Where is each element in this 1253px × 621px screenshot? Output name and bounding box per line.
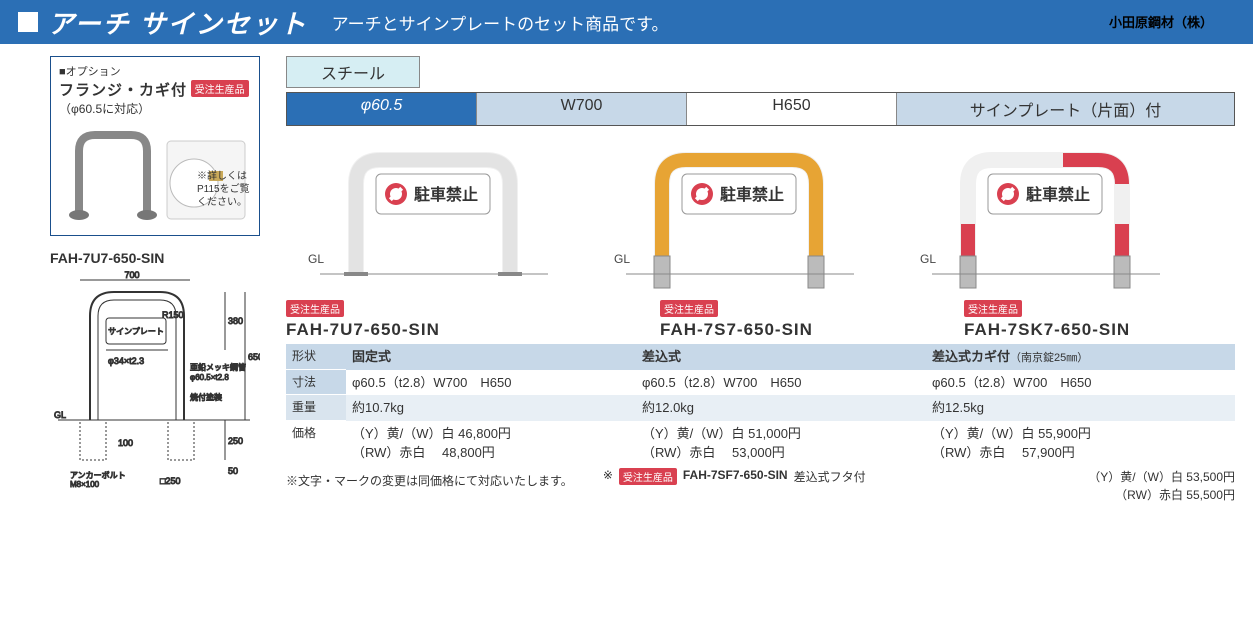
- th-price: 価格: [286, 421, 346, 466]
- spec-plate: サインプレート（片面）付: [897, 93, 1234, 125]
- cell-shape: 差込式カギ付（南京錠25㎜）: [932, 347, 1222, 367]
- spec-width: W700: [477, 93, 687, 125]
- cell-price: （Y）黄/（W）白 46,800円（RW）赤白 48,800円: [352, 424, 642, 463]
- extra-note: ※ 受注生産品 FAH-7SF7-650-SIN 差込式フタ付 （Y）黄/（W）…: [603, 468, 1235, 504]
- made-to-order-badge: 受注生産品: [286, 300, 344, 317]
- option-title: フランジ・カギ付: [59, 79, 187, 100]
- th-dim: 寸法: [286, 370, 346, 396]
- product-header: 受注生産品 FAH-7SK7-650-SIN: [894, 300, 1198, 340]
- dim-w: 700: [124, 270, 139, 280]
- dim-base: □250: [160, 476, 180, 486]
- extra-name: FAH-7SF7-650-SIN: [683, 468, 788, 482]
- product-images: 駐車禁止 GL 駐車禁止 GL 駐車禁止 GL: [286, 134, 1235, 294]
- gl-label: GL: [54, 410, 66, 420]
- product-name: FAH-7U7-650-SIN: [286, 320, 590, 340]
- drawing-title: FAH-7U7-650-SIN: [50, 250, 260, 266]
- cell-dim: φ60.5（t2.8）W700 H650: [642, 373, 932, 393]
- extra-price2: （RW）赤白 55,500円: [1115, 488, 1235, 502]
- page-subtitle: アーチとサインプレートのセット商品です。: [332, 10, 669, 35]
- material-tab: スチール: [286, 56, 420, 88]
- cell-weight: 約12.5kg: [932, 398, 1222, 418]
- made-to-order-badge: 受注生産品: [660, 300, 718, 317]
- gl-label: GL: [920, 252, 936, 266]
- product-header: 受注生産品 FAH-7U7-650-SIN: [286, 300, 590, 340]
- dim-inner-pipe: φ34×t2.3: [108, 356, 144, 366]
- extra-price1: （Y）黄/（W）白 53,500円: [1088, 470, 1235, 484]
- product-image: 駐車禁止 GL: [286, 134, 582, 294]
- spec-table: 形状 固定式差込式差込式カギ付（南京錠25㎜） 寸法 φ60.5（t2.8）W7…: [286, 344, 1235, 466]
- option-label: ■オプション: [59, 63, 251, 79]
- dim-gap: 100: [118, 438, 133, 448]
- product-image: 駐車禁止 GL: [592, 134, 888, 294]
- option-box: ■オプション フランジ・カギ付 受注生産品 （φ60.5に対応） ※詳しくはP1…: [50, 56, 260, 236]
- cell-price: （Y）黄/（W）白 51,000円（RW）赤白 53,000円: [642, 424, 932, 463]
- svg-text:駐車禁止: 駐車禁止: [414, 185, 478, 204]
- product-image: 駐車禁止 GL: [898, 134, 1194, 294]
- option-note: ※詳しくはP115をご覧ください。: [197, 170, 255, 209]
- extra-badge: 受注生産品: [619, 468, 677, 485]
- company-name: 小田原鋼材（株）: [1109, 12, 1213, 31]
- cell-weight: 約10.7kg: [352, 398, 642, 418]
- dim-d: 50: [228, 466, 238, 476]
- spec-height: H650: [687, 93, 897, 125]
- spec-diameter: φ60.5: [287, 93, 477, 125]
- spec-drawing: FAH-7U7-650-SIN 700 R150 サインプレート φ34×t2.…: [50, 250, 260, 493]
- product-name: FAH-7S7-650-SIN: [660, 320, 894, 340]
- th-weight: 重量: [286, 395, 346, 421]
- cell-weight: 約12.0kg: [642, 398, 932, 418]
- cell-dim: φ60.5（t2.8）W700 H650: [352, 373, 642, 393]
- dim-h3: 250: [228, 436, 243, 446]
- svg-text:駐車禁止: 駐車禁止: [1026, 185, 1090, 204]
- th-shape: 形状: [286, 344, 346, 370]
- extra-star: ※: [603, 468, 613, 482]
- note: ※文字・マークの変更は同価格にて対応いたします。: [286, 472, 573, 504]
- spec-row: φ60.5 W700 H650 サインプレート（片面）付: [286, 92, 1235, 126]
- label-plate: サインプレート: [108, 327, 164, 336]
- product-name: FAH-7SK7-650-SIN: [964, 320, 1198, 340]
- extra-shape: 差込式フタ付: [794, 468, 866, 485]
- cell-shape: 固定式: [352, 347, 642, 367]
- product-header: 受注生産品 FAH-7S7-650-SIN: [590, 300, 894, 340]
- header: アーチ サインセット アーチとサインプレートのセット商品です。 小田原鋼材（株）: [0, 0, 1253, 44]
- gl-label: GL: [614, 252, 630, 266]
- label-pipe: 亜鉛メッキ鋼管φ60.5×t2.8: [190, 362, 246, 382]
- product-names: 受注生産品 FAH-7U7-650-SIN受注生産品 FAH-7S7-650-S…: [286, 300, 1235, 340]
- gl-label: GL: [308, 252, 324, 266]
- option-subtitle: （φ60.5に対応）: [59, 100, 251, 117]
- cell-shape: 差込式: [642, 347, 932, 367]
- made-to-order-badge: 受注生産品: [191, 80, 249, 97]
- svg-text:駐車禁止: 駐車禁止: [720, 185, 784, 204]
- dim-h1: 380: [228, 316, 243, 326]
- cell-dim: φ60.5（t2.8）W700 H650: [932, 373, 1222, 393]
- label-finish: 焼付塗装: [190, 392, 222, 402]
- page-title: アーチ サインセット: [48, 4, 308, 41]
- header-icon: [18, 12, 38, 32]
- label-anchor: アンカーボルトM8×100: [70, 471, 126, 489]
- dim-h2: 650: [248, 352, 260, 362]
- made-to-order-badge: 受注生産品: [964, 300, 1022, 317]
- cell-price: （Y）黄/（W）白 55,900円（RW）赤白 57,900円: [932, 424, 1222, 463]
